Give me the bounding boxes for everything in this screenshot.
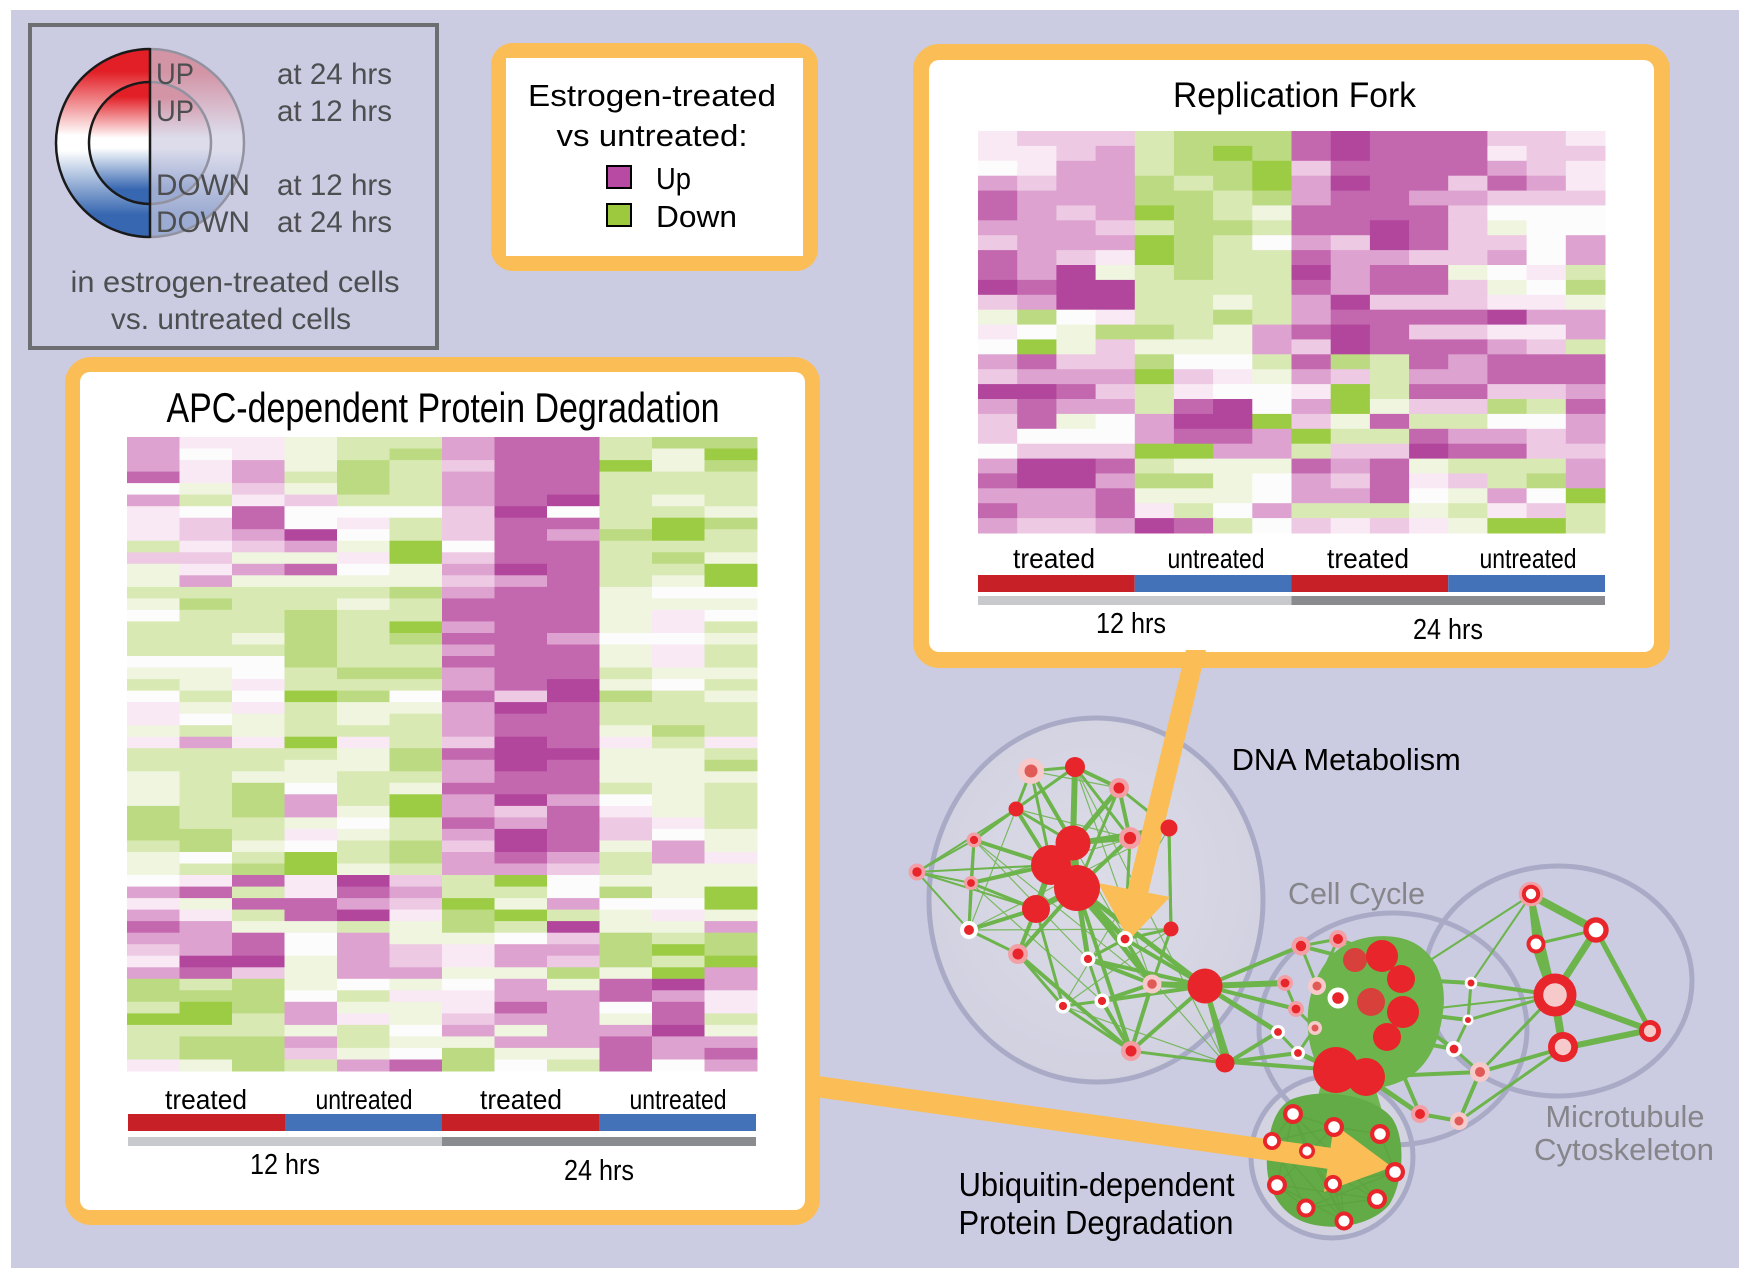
svg-text:UP: UP [156,58,194,91]
svg-text:APC-dependent Protein Degradat: APC-dependent Protein Degradation [167,384,720,431]
svg-text:Protein Degradation: Protein Degradation [959,1204,1234,1241]
svg-text:Cytoskeleton: Cytoskeleton [1534,1132,1714,1167]
svg-text:Up: Up [656,161,691,196]
svg-text:DNA Metabolism: DNA Metabolism [1232,742,1461,777]
svg-text:at 24 hrs: at 24 hrs [277,58,392,91]
svg-text:Microtubule: Microtubule [1546,1099,1705,1134]
svg-text:at 12 hrs: at 12 hrs [277,169,392,202]
svg-text:DOWN: DOWN [156,206,250,239]
svg-text:DOWN: DOWN [156,169,250,202]
svg-text:untreated: untreated [630,1084,727,1115]
svg-text:12 hrs: 12 hrs [250,1149,320,1181]
svg-text:at 24 hrs: at 24 hrs [277,206,392,239]
svg-text:Replication Fork: Replication Fork [1173,76,1416,115]
svg-text:treated: treated [165,1084,247,1115]
svg-text:untreated: untreated [1480,543,1577,574]
svg-text:treated: treated [480,1084,562,1115]
svg-text:Ubiquitin-dependent: Ubiquitin-dependent [959,1166,1235,1203]
svg-text:Down: Down [656,199,737,234]
svg-text:in estrogen-treated cells: in estrogen-treated cells [71,266,400,299]
svg-text:vs. untreated cells: vs. untreated cells [111,303,351,336]
svg-text:UP: UP [156,95,194,128]
svg-text:Cell Cycle: Cell Cycle [1288,876,1425,911]
svg-text:24 hrs: 24 hrs [1413,614,1483,646]
svg-text:Estrogen-treated: Estrogen-treated [528,78,776,113]
svg-text:treated: treated [1327,543,1409,574]
svg-text:12 hrs: 12 hrs [1096,608,1166,640]
svg-text:untreated: untreated [1168,543,1265,574]
svg-text:24 hrs: 24 hrs [564,1155,634,1187]
svg-text:treated: treated [1013,543,1095,574]
svg-text:at 12 hrs: at 12 hrs [277,95,392,128]
svg-text:untreated: untreated [316,1084,413,1115]
svg-text:vs untreated:: vs untreated: [557,118,748,153]
